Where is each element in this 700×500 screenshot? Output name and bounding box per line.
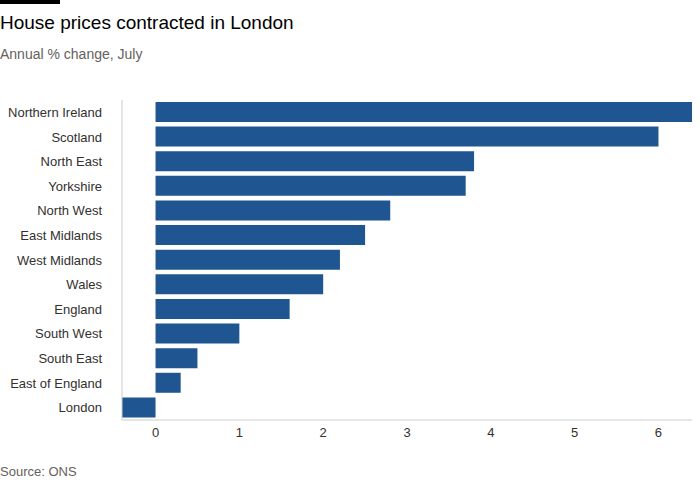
html-text:Source: ONS: Source: ONS [0, 464, 77, 479]
svg-text:West Midlands: West Midlands [17, 253, 103, 268]
svg-text:5: 5 [571, 425, 578, 440]
svg-text:6: 6 [655, 425, 662, 440]
svg-text:Wales: Wales [66, 277, 102, 292]
html-text:Annual % change, July: Annual % change, July [0, 46, 143, 62]
svg-text:North West: North West [37, 203, 102, 218]
svg-text:0: 0 [152, 425, 159, 440]
svg-text:2: 2 [320, 425, 327, 440]
html-text:House prices contracted in Lon: House prices contracted in London [0, 12, 294, 33]
svg-text:Scotland: Scotland [51, 130, 102, 145]
svg-text:London: London [59, 400, 102, 415]
svg-text:South East: South East [38, 351, 102, 366]
svg-text:1: 1 [236, 425, 243, 440]
svg-text:Yorkshire: Yorkshire [48, 179, 102, 194]
svg-text:East Midlands: East Midlands [20, 228, 102, 243]
svg-text:England: England [54, 302, 102, 317]
svg-text:North East: North East [41, 154, 103, 169]
svg-text:Northern Ireland: Northern Ireland [8, 105, 102, 120]
svg-text:4: 4 [487, 425, 494, 440]
svg-text:3: 3 [403, 425, 410, 440]
svg-text:East of England: East of England [10, 376, 102, 391]
svg-text:South West: South West [35, 326, 102, 341]
